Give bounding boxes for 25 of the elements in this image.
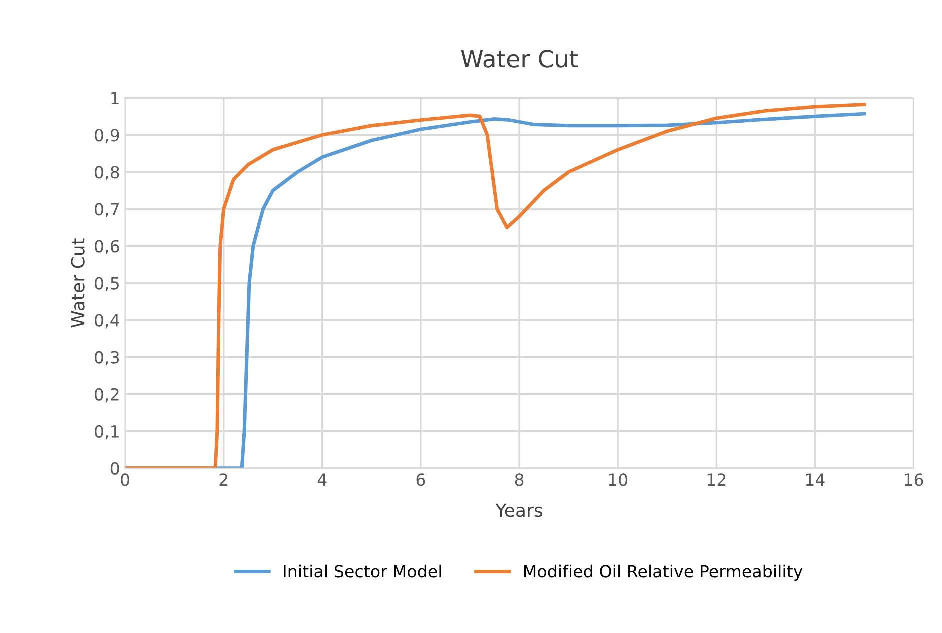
y-tick-label: 0,2 (95, 388, 119, 403)
chart-title: Water Cut (461, 50, 578, 68)
y-tick-label: 1 (112, 92, 119, 104)
legend-label: Initial Sector Model (284, 564, 442, 578)
x-tick-label: 2 (220, 474, 228, 486)
x-tick-label: 4 (318, 474, 327, 486)
x-tick-label: 14 (806, 474, 825, 486)
x-tick-label: 0 (121, 474, 130, 486)
x-axis-title: Years (496, 504, 542, 518)
y-tick-label: 0,7 (95, 203, 119, 218)
x-tick-label: 6 (416, 474, 426, 486)
y-tick-label: 0,8 (95, 166, 120, 180)
x-tick-label: 12 (708, 474, 726, 486)
y-axis-title: Water Cut (71, 238, 85, 328)
y-tick-label: 0,5 (95, 277, 119, 292)
x-tick-label: 10 (609, 474, 628, 486)
x-tick-label: 16 (904, 474, 924, 486)
y-tick-label: 0 (110, 462, 120, 475)
y-tick-label: 0,9 (95, 129, 120, 144)
y-tick-label: 0,3 (95, 351, 120, 366)
y-tick-label: 0,1 (95, 425, 119, 440)
y-tick-label: 0,4 (95, 314, 120, 329)
legend-label: Modified Oil Relative Permeability (524, 564, 803, 582)
x-tick-label: 8 (515, 474, 524, 486)
y-tick-label: 0,6 (95, 240, 120, 255)
